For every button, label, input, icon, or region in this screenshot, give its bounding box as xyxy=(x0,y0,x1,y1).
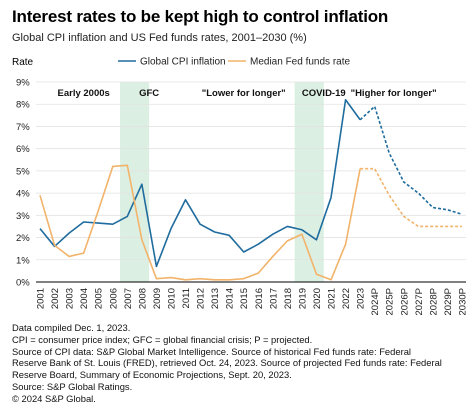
y-tick-label: 8% xyxy=(16,100,30,111)
series-line-projected xyxy=(359,104,463,215)
x-tick-label: 2026P xyxy=(399,288,410,315)
x-tick-label: 2025P xyxy=(385,288,396,315)
x-tick-label: 2005 xyxy=(94,288,105,309)
period-label: "Higher for longer" xyxy=(351,88,437,99)
y-axis-label: Rate xyxy=(12,57,34,68)
footnote-line: Reserve Bank of St. Louis (FRED), retrie… xyxy=(12,357,442,369)
x-tick-label: 2018 xyxy=(283,288,294,309)
line-chart: 0% 1% 2% 3% 4% 5% 6% 7% 8% 9% 2001 2002 2003 2004 2005… xyxy=(16,57,469,316)
x-tick-label: 2017 xyxy=(268,288,279,309)
period-label: COVID-19 xyxy=(302,88,346,99)
x-tick-label: 2007 xyxy=(123,288,134,309)
y-tick-label: 3% xyxy=(16,211,30,222)
period-label: GFC xyxy=(139,88,159,99)
x-tick-label: 2004 xyxy=(79,288,90,309)
y-tick-label: 2% xyxy=(16,233,30,244)
x-tick-label: 2010 xyxy=(166,288,177,309)
footnote-line: Reserve Board, Summary of Economic Proje… xyxy=(12,369,292,381)
x-tick-label: 2029P xyxy=(443,288,454,315)
y-tick-label: 5% xyxy=(16,166,30,177)
x-tick-label: 2006 xyxy=(108,288,119,309)
legend-label: Median Fed funds rate xyxy=(250,57,350,68)
x-tick-label: 2013 xyxy=(210,288,221,309)
footnote-line: Source: S&P Global Ratings. xyxy=(12,380,133,392)
x-tick-label: 2024P xyxy=(370,288,381,315)
y-tick-label: 9% xyxy=(16,78,30,89)
chart-title: Interest rates to be kept high to contro… xyxy=(12,7,389,26)
shaded-period-band xyxy=(294,82,324,282)
x-tick-label: 2023 xyxy=(356,288,367,309)
x-tick-label: 2009 xyxy=(152,288,163,309)
x-tick-label: 2030P xyxy=(458,288,469,315)
x-tick-label: 2001 xyxy=(36,288,47,309)
x-tick-label: 2021 xyxy=(327,288,338,309)
x-tick-label: 2014 xyxy=(225,288,236,309)
y-tick-label: 6% xyxy=(16,144,30,155)
shaded-period-band xyxy=(120,82,150,282)
x-tick-label: 2027P xyxy=(414,288,425,315)
period-label: "Lower for longer" xyxy=(202,88,286,99)
footnote-line: Source of CPI data: S&P Global Market In… xyxy=(12,345,411,357)
chart-subtitle: Global CPI inflation and US Fed funds ra… xyxy=(12,32,307,44)
legend-label: Global CPI inflation xyxy=(140,57,226,68)
x-tick-label: 2011 xyxy=(181,288,192,308)
series-line-projected xyxy=(360,167,462,228)
y-tick-label: 0% xyxy=(16,278,30,289)
x-tick-label: 2019 xyxy=(297,288,308,309)
x-tick-label: 2020 xyxy=(312,288,323,309)
x-tick-label: 2008 xyxy=(137,288,148,309)
footnotes: Data compiled Dec. 1, 2023. CPI = consum… xyxy=(12,322,468,405)
y-tick-label: 1% xyxy=(16,255,30,266)
x-tick-label: 2002 xyxy=(50,288,61,309)
x-tick-label: 2016 xyxy=(254,288,265,309)
footnote-line: Data compiled Dec. 1, 2023. xyxy=(12,322,131,333)
y-tick-label: 7% xyxy=(16,122,30,133)
series-line-historical xyxy=(39,164,361,281)
period-label: Early 2000s xyxy=(58,88,110,99)
footnote-line: CPI = consumer price index; GFC = global… xyxy=(12,333,313,345)
x-tick-label: 2012 xyxy=(196,288,207,309)
y-tick-label: 4% xyxy=(16,189,30,200)
x-tick-label: 2015 xyxy=(239,288,250,309)
x-tick-label: 2028P xyxy=(428,288,439,315)
footnote-line: © 2024 S&P Global. xyxy=(12,392,96,404)
x-tick-label: 2022 xyxy=(341,288,352,309)
x-tick-label: 2003 xyxy=(65,288,76,309)
